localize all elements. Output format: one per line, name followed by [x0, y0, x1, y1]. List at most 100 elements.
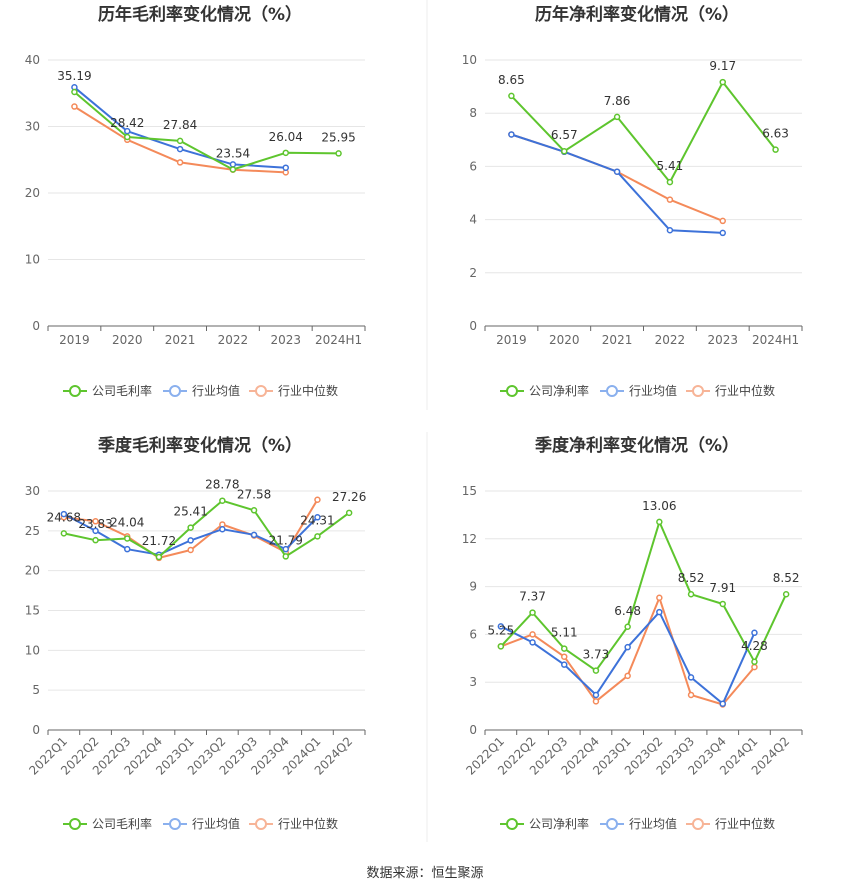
x-tick-label: 2020: [549, 333, 580, 347]
y-tick-label: 15: [462, 484, 477, 498]
data-point-avg: [219, 525, 226, 533]
data-point-avg: [60, 510, 68, 518]
data-label: 8.52: [773, 571, 800, 585]
data-point-median: [666, 196, 674, 203]
legend-item-avg: 行业均值: [163, 383, 240, 398]
data-point-company: [497, 643, 505, 650]
chart-title: 历年毛利率变化情况（%）: [98, 4, 302, 25]
data-point-company: [687, 590, 695, 598]
data-point-avg: [229, 161, 237, 168]
y-tick-label: 8: [469, 106, 477, 120]
y-tick-label: 0: [469, 723, 477, 737]
data-point-company: [529, 609, 536, 616]
data-point-avg: [314, 514, 321, 521]
data-point-median: [751, 663, 758, 671]
y-tick-label: 10: [25, 253, 40, 267]
data-label: 3.73: [583, 648, 610, 662]
legend-label: 公司毛利率: [92, 383, 152, 398]
data-label: 6.48: [614, 604, 641, 618]
data-label: 24.68: [47, 510, 81, 524]
x-tick-label: 2020: [112, 333, 143, 347]
data-point-median: [687, 691, 695, 699]
data-point-company: [345, 509, 353, 517]
chart-3: 季度毛利率变化情况（%）0510152025302022Q12022Q22022…: [25, 435, 367, 831]
data-point-avg: [656, 608, 663, 616]
legend-marker: [255, 385, 267, 397]
data-point-avg: [92, 527, 99, 535]
data-point-avg: [176, 145, 184, 153]
data-point-avg: [719, 700, 726, 707]
legend-item-median: 行业中位数: [686, 383, 775, 398]
y-tick-label: 10: [25, 643, 40, 657]
legend-marker: [692, 818, 704, 830]
data-point-company: [229, 166, 237, 173]
y-tick-label: 9: [469, 580, 477, 594]
data-label: 9.17: [709, 59, 736, 73]
y-tick-label: 40: [25, 53, 40, 67]
data-point-company: [561, 147, 568, 155]
data-point-avg: [751, 629, 758, 637]
legend-item-median: 行业中位数: [249, 816, 338, 831]
legend-label: 公司净利率: [529, 383, 589, 398]
data-point-avg: [187, 537, 194, 544]
y-tick-label: 6: [469, 159, 477, 173]
data-point-avg: [250, 531, 258, 539]
data-point-avg: [687, 674, 695, 681]
x-tick-label: 2024H1: [315, 333, 362, 347]
chart-title: 季度毛利率变化情况（%）: [98, 435, 302, 456]
data-label: 27.84: [163, 118, 197, 132]
legend-marker: [69, 818, 81, 830]
data-label: 6.57: [551, 128, 578, 142]
y-tick-label: 30: [25, 484, 40, 498]
legend-item-company: 公司净利率: [500, 816, 589, 831]
legend-marker: [169, 818, 181, 830]
chart-4: 季度净利率变化情况（%）036912152022Q12022Q22022Q320…: [462, 435, 803, 831]
y-tick-label: 10: [462, 53, 477, 67]
legend-label: 行业均值: [192, 816, 240, 831]
data-point-median: [529, 631, 536, 638]
data-point-company: [92, 536, 99, 544]
y-tick-label: 12: [462, 532, 477, 546]
data-point-company: [124, 535, 131, 542]
legend-item-median: 行业中位数: [686, 816, 775, 831]
legend-item-median: 行业中位数: [249, 383, 338, 398]
data-label: 23.54: [216, 146, 250, 160]
data-point-company: [666, 178, 674, 186]
y-tick-label: 0: [32, 723, 40, 737]
data-point-company: [282, 149, 289, 157]
data-label: 24.31: [300, 513, 334, 527]
x-tick-label: 2019: [59, 333, 90, 347]
series-line-company: [500, 520, 788, 672]
data-point-company: [71, 88, 78, 96]
legend-label: 公司毛利率: [92, 816, 152, 831]
y-tick-label: 2: [469, 266, 477, 280]
legend-marker: [69, 385, 81, 397]
y-tick-label: 4: [469, 213, 477, 227]
data-label: 25.95: [321, 130, 355, 144]
legend-label: 行业中位数: [278, 816, 338, 831]
data-label: 24.04: [110, 515, 144, 529]
legend-item-company: 公司毛利率: [63, 816, 152, 831]
data-point-avg: [124, 545, 131, 553]
legend-item-avg: 行业均值: [600, 383, 677, 398]
data-label: 13.06: [642, 499, 676, 513]
data-point-company: [187, 524, 194, 531]
data-label: 35.19: [57, 69, 91, 83]
series-line-company: [63, 499, 350, 558]
data-label: 5.25: [487, 623, 514, 637]
y-tick-label: 20: [25, 564, 40, 578]
data-label: 7.86: [604, 94, 631, 108]
y-tick-label: 0: [32, 319, 40, 333]
data-point-median: [561, 653, 568, 660]
data-point-company: [335, 150, 342, 157]
x-tick-label: 2023: [707, 333, 738, 347]
data-point-median: [624, 672, 631, 680]
chart-2: 历年净利率变化情况（%） 0 2 4 6 8 10 2019 2020 2021 2022 2023 2…: [462, 4, 803, 398]
data-point-median: [314, 496, 321, 504]
data-label: 7.37: [519, 590, 546, 604]
data-point-median: [92, 518, 99, 525]
data-point-avg: [529, 639, 536, 646]
data-point-company: [155, 553, 163, 561]
data-point-avg: [282, 545, 289, 553]
data-point-company: [656, 518, 663, 526]
